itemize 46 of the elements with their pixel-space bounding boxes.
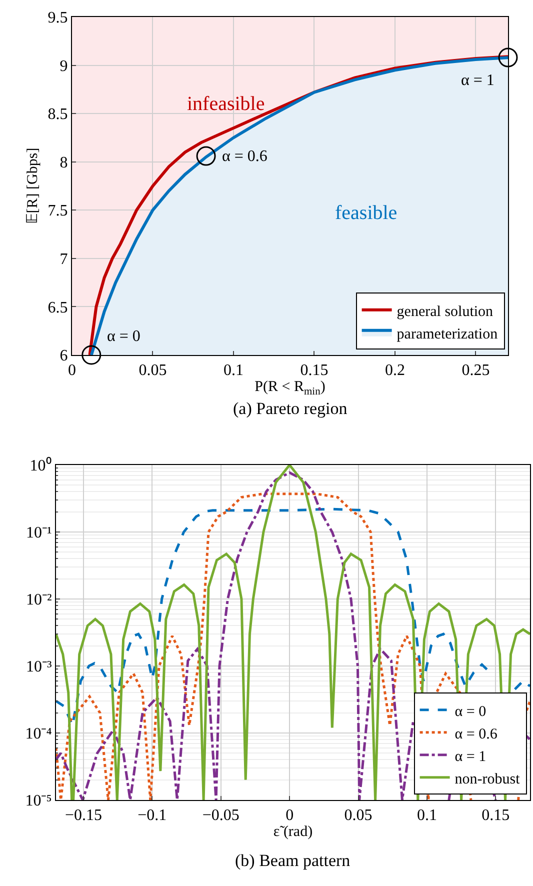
legend-label: parameterization [396, 326, 498, 342]
x-tick-label: −0.05 [202, 807, 240, 824]
annotation: feasible [335, 202, 398, 224]
x-tick-label: 0.1 [416, 807, 437, 824]
y-tick-label: 10⁻² [26, 592, 52, 609]
x-tick-label: 0.15 [300, 362, 328, 380]
y-tick-label: 10⁻⁵ [25, 792, 52, 810]
y-tick-label: 6.5 [48, 299, 68, 316]
y-tick-label: 9 [60, 58, 68, 75]
x-tick-label: 0.1 [223, 362, 244, 380]
annotation: α = 0.6 [222, 148, 268, 165]
x-tick-label: 0.15 [482, 807, 510, 824]
x-tick-label: −0.15 [64, 807, 102, 824]
x-tick-label: 0 [68, 362, 76, 380]
point [82, 345, 102, 365]
point [498, 48, 518, 68]
legend-label: non-robust [454, 771, 521, 788]
annotation: α = 0 [107, 328, 140, 345]
y-tick-label: 7.5 [48, 202, 68, 220]
y-tick-label: 10⁻³ [26, 658, 52, 676]
text: (a) Pareto region [233, 399, 348, 418]
legend-label: α = 0.6 [454, 726, 498, 742]
y-tick-label: 10⁻⁴ [25, 726, 52, 743]
x-tick-label: 0.05 [138, 362, 167, 380]
point [196, 146, 216, 166]
legend-label: general solution [396, 304, 494, 320]
x-tick-label: 0.2 [384, 362, 405, 380]
y-tick-label: 8 [60, 154, 68, 172]
text: (b) Beam pattern [235, 851, 351, 870]
y-axis-title: 𝔼[R] [Gbps] [25, 148, 42, 224]
legend-label: α = 0 [454, 704, 486, 720]
legend-label: α = 1 [454, 748, 486, 765]
x-tick-label: 0 [286, 807, 294, 824]
x-axis-title: ε̃ (rad) [273, 824, 313, 840]
y-tick-label: 9.5 [48, 10, 68, 27]
x-tick-label: −0.1 [138, 807, 167, 824]
x-tick-label: 0.05 [344, 807, 372, 824]
x-tick-label: 0.25 [462, 362, 490, 380]
annotation: infeasible [187, 93, 265, 115]
y-tick-label: 8.5 [48, 106, 68, 124]
y-tick-label: 7 [60, 251, 68, 268]
x-axis-title: P(R < R$_{min}$) [254, 379, 326, 398]
annotation: α = 1 [461, 72, 494, 89]
y-tick-label: 10⁻¹ [26, 524, 52, 542]
y-tick-label: 6 [60, 348, 68, 365]
y-tick-label: 10⁰ [30, 456, 52, 475]
